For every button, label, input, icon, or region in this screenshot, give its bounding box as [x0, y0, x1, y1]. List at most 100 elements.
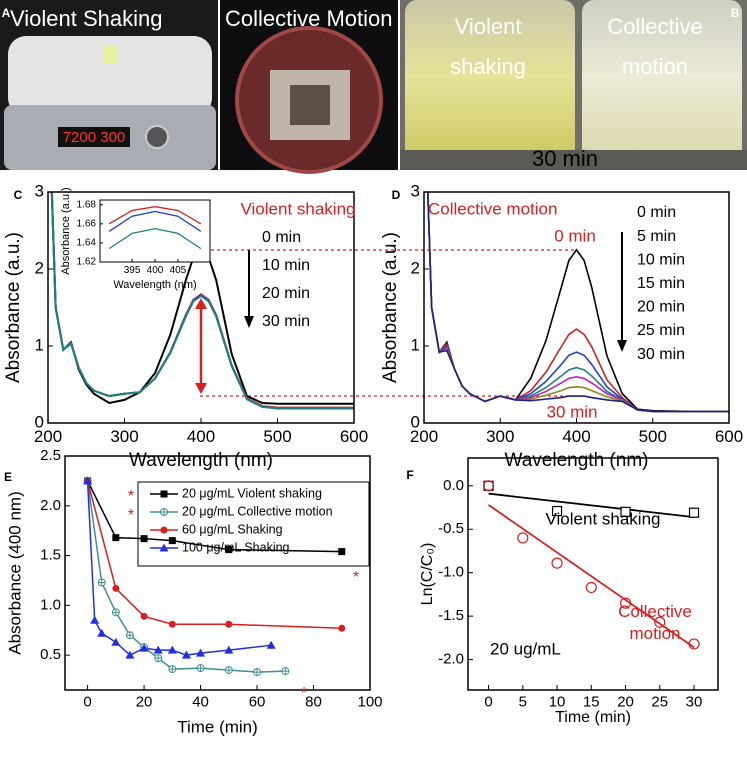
x-tick-label: 500 — [263, 427, 291, 446]
panel-label: A — [2, 6, 11, 20]
marker — [90, 615, 100, 624]
y-tick-label: 0 — [35, 412, 44, 431]
marker — [167, 645, 177, 654]
y-tick-label: 0.0 — [443, 477, 464, 494]
marker — [551, 505, 563, 517]
photo-shaker: 7200 300 — [0, 0, 218, 170]
x-tick-label: 200 — [410, 427, 438, 446]
y-tick-label: 1.68 — [77, 199, 97, 210]
y-tick-label: 1.5 — [40, 547, 61, 564]
plot-area — [108, 206, 202, 250]
legend-label: 15 min — [637, 275, 685, 292]
x-tick-label: 300 — [486, 427, 514, 446]
legend-label: 5 min — [637, 228, 676, 245]
annotation: 30 min — [546, 402, 597, 421]
photo-label: Collective motion — [607, 14, 702, 79]
marker — [168, 537, 176, 545]
x-tick-label: 20 — [617, 694, 634, 711]
marker — [159, 543, 169, 552]
plot-frame — [64, 455, 371, 691]
x-tick-label: 600 — [715, 427, 743, 446]
annotation: * — [128, 507, 134, 524]
y-tick-label: 1 — [411, 335, 420, 354]
marker — [111, 637, 121, 646]
y-tick-label: -0.5 — [438, 520, 464, 537]
marker — [688, 507, 700, 518]
plot-frame — [99, 199, 211, 263]
marker — [168, 620, 176, 628]
marker — [253, 668, 262, 677]
marker — [620, 506, 631, 517]
marker — [196, 664, 205, 673]
series-label: Collective motion — [618, 602, 692, 643]
y-tick-label: 0.5 — [40, 646, 61, 663]
y-axis-title: Absorbance (400 nm) — [5, 491, 24, 654]
annotation: * — [301, 685, 307, 702]
marker — [112, 534, 120, 542]
x-tick-label: 300 — [110, 427, 138, 446]
marker — [140, 535, 148, 543]
fit-line — [488, 492, 695, 518]
legend-label: 20 min — [262, 285, 310, 302]
x-tick-label: 40 — [192, 694, 209, 711]
x-axis-title: Wavelength (nm) — [113, 279, 196, 291]
photo-label: Violent shaking — [450, 14, 526, 79]
marker — [281, 667, 290, 676]
legend-label: 20 μg/mL Collective motion — [182, 504, 333, 518]
x-axis-title: Time (min) — [555, 709, 631, 726]
x-tick-label: 400 — [187, 427, 215, 446]
y-tick-label: -1.5 — [438, 607, 464, 624]
x-tick-label: 30 — [686, 694, 703, 711]
legend-label: 30 min — [262, 313, 310, 330]
marker — [140, 612, 148, 620]
panel-label: B — [731, 6, 740, 20]
plot-area — [50, 192, 354, 410]
x-axis-title: Wavelength (nm) — [505, 450, 649, 471]
y-axis-title: Absorbance (a.u.) — [3, 232, 24, 383]
marker — [160, 490, 168, 498]
series-line — [50, 192, 354, 410]
marker — [482, 480, 495, 492]
y-tick-label: 2.0 — [40, 497, 61, 514]
marker — [517, 532, 529, 544]
marker — [83, 476, 93, 485]
marker — [224, 645, 234, 654]
y-tick-label: 0 — [411, 412, 420, 431]
annotation: Collective motion — [428, 199, 557, 218]
marker — [196, 648, 206, 657]
y-tick-label: 2 — [411, 258, 420, 277]
plot-frame — [47, 191, 355, 424]
series-line — [86, 480, 342, 630]
marker — [153, 645, 163, 654]
y-tick-label: 1.62 — [77, 257, 97, 268]
photo-vials — [400, 0, 747, 170]
y-tick-label: 1 — [35, 335, 44, 354]
x-axis-title: Wavelength (nm) — [129, 450, 273, 471]
y-tick-label: -2.0 — [438, 651, 464, 668]
annotation: 0 min — [554, 226, 596, 245]
x-tick-label: 15 — [583, 694, 600, 711]
x-tick-label: 395 — [124, 265, 141, 276]
time-arrow — [244, 232, 627, 352]
x-tick-label: 25 — [651, 694, 668, 711]
x-tick-label: 405 — [170, 265, 187, 276]
series-line — [108, 210, 202, 233]
x-tick-label: 80 — [305, 694, 322, 711]
series-line — [427, 192, 729, 413]
marker — [111, 608, 120, 617]
legend-label: 10 min — [637, 251, 685, 268]
fit-line — [488, 504, 695, 649]
y-tick-label: 2.5 — [40, 447, 61, 464]
marker — [139, 643, 149, 652]
marker — [181, 650, 191, 659]
marker — [338, 548, 346, 556]
plot-frame — [423, 191, 730, 424]
panel-label: E — [4, 470, 12, 484]
change-arrow — [195, 298, 207, 394]
legend-label: 60 μg/mL Shaking — [182, 522, 283, 536]
y-tick-label: 1.66 — [77, 218, 97, 229]
marker — [688, 638, 700, 650]
y-tick-label: 3 — [35, 181, 44, 200]
marker — [125, 631, 134, 640]
photo-label: Collective Motion — [225, 6, 393, 31]
